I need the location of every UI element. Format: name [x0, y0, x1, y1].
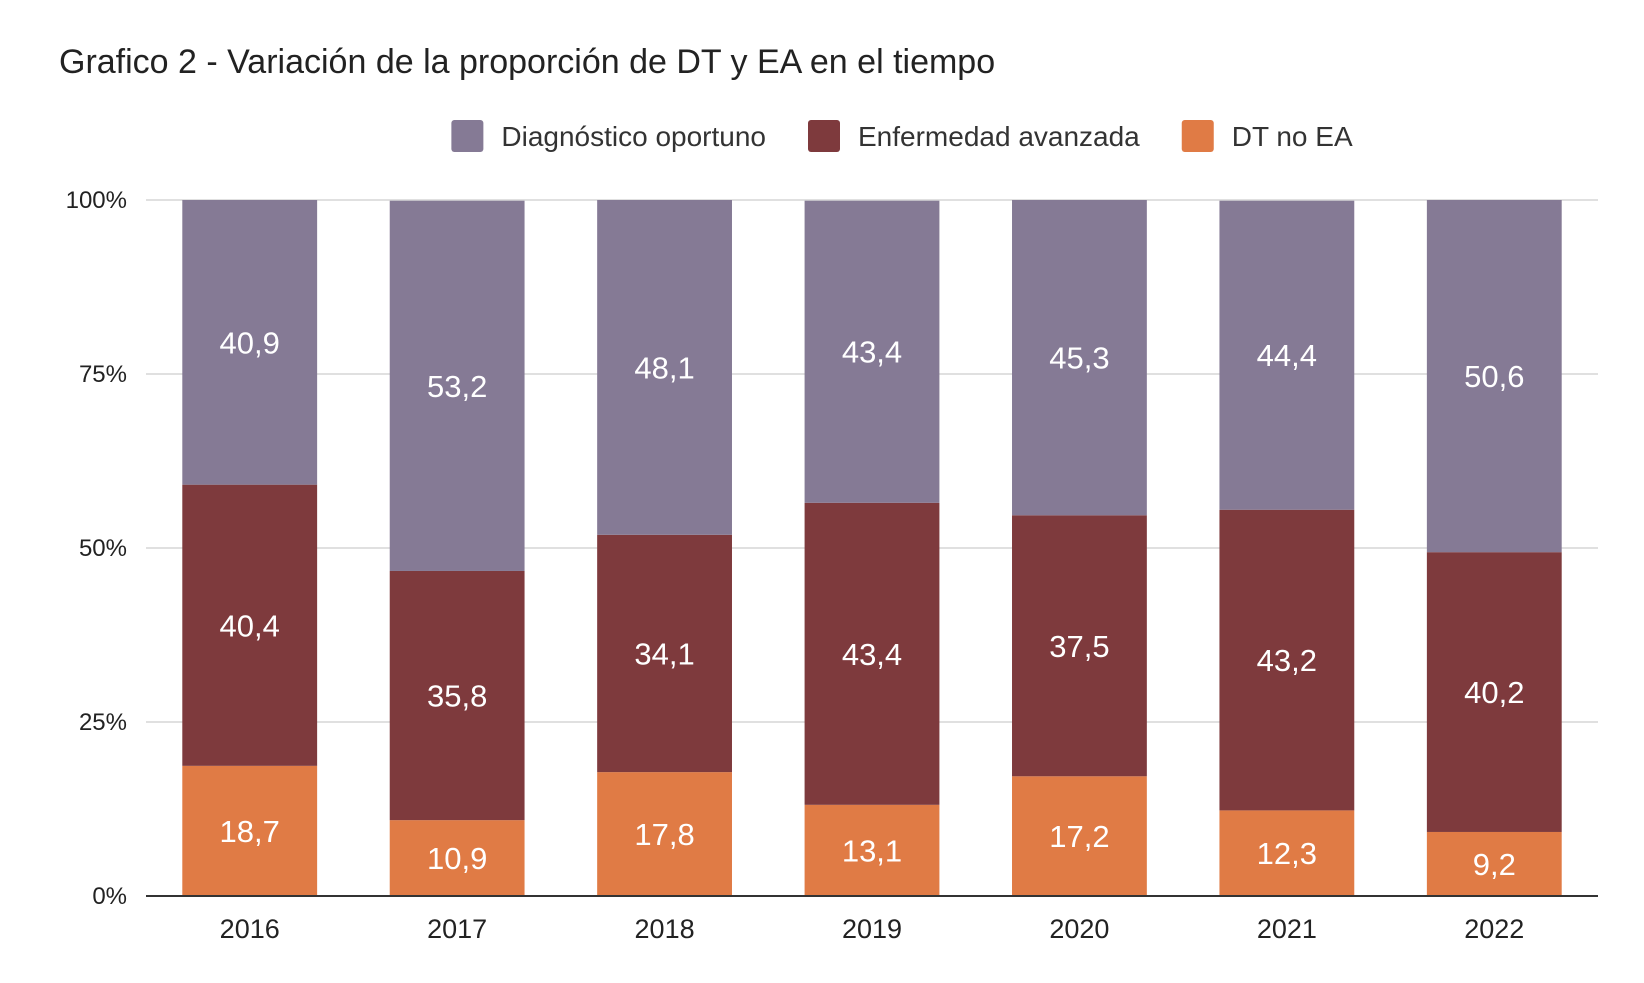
bar-segment-diagnostico-oportuno-2020: [1012, 200, 1147, 516]
legend-label-diagnostico-oportuno: Diagnóstico oportuno: [501, 121, 766, 152]
bar-segment-dt-no-ea-2022: [1426, 831, 1562, 896]
x-axis-ticks: 2016 2017 2018 2019 2020 2021 2022: [220, 914, 1525, 944]
bar-segment-enfermedad-avanzada-2021: [1219, 509, 1355, 811]
y-tick-label: 100%: [66, 187, 127, 214]
x-tick-label: 2018: [635, 914, 695, 944]
legend-label-dt-no-ea: DT no EA: [1232, 121, 1353, 152]
x-tick-label: 2017: [427, 914, 487, 944]
bar-segment-dt-no-ea-2018: [597, 772, 732, 896]
legend-label-enfermedad-avanzada: Enfermedad avanzada: [858, 121, 1140, 152]
y-tick-label: 0%: [92, 883, 127, 910]
bar-segment-diagnostico-oportuno-2017: [389, 200, 525, 571]
data-label: 40,4: [220, 608, 280, 643]
bar-segment-dt-no-ea-2017: [389, 820, 525, 896]
data-label: 45,3: [1049, 341, 1109, 376]
data-label: 37,5: [1049, 629, 1109, 664]
bar-segment-diagnostico-oportuno-2022: [1426, 200, 1562, 553]
x-tick-label: 2019: [842, 914, 902, 944]
y-tick-label: 25%: [79, 709, 127, 736]
x-tick-label: 2022: [1464, 914, 1524, 944]
data-label: 10,9: [427, 841, 487, 876]
data-label: 48,1: [634, 350, 694, 385]
data-label: 43,4: [842, 335, 902, 370]
y-tick-label: 50%: [79, 535, 127, 562]
data-label: 40,9: [220, 325, 280, 360]
legend: Diagnóstico oportuno Enfermedad avanzada D…: [451, 120, 1353, 152]
data-label: 40,2: [1464, 675, 1524, 710]
bar-segment-diagnostico-oportuno-2018: [597, 200, 732, 535]
data-label: 53,2: [427, 369, 487, 404]
bar-segment-enfermedad-avanzada-2016: [182, 484, 318, 766]
chart-title: Grafico 2 - Variación de la proporción d…: [59, 43, 995, 81]
bar-segment-dt-no-ea-2019: [804, 804, 940, 896]
data-label: 44,4: [1257, 338, 1317, 373]
bar-segment-enfermedad-avanzada-2019: [804, 502, 940, 805]
data-label: 43,2: [1257, 643, 1317, 678]
y-axis-ticks: 0% 25% 50% 75% 100%: [66, 187, 127, 910]
data-label: 34,1: [634, 636, 694, 671]
data-label: 50,6: [1464, 359, 1524, 394]
bar-segment-enfermedad-avanzada-2017: [389, 570, 525, 821]
data-labels: 18,7 40,4 40,9 10,9 35,8 53,2 17,8 34,1 48,1 13,1…: [220, 325, 1525, 882]
bar-segment-enfermedad-avanzada-2020: [1012, 515, 1147, 777]
legend-swatch-diagnostico-oportuno: [451, 120, 484, 152]
data-label: 43,4: [842, 637, 902, 672]
y-tick-label: 75%: [79, 361, 127, 388]
bar-segment-enfermedad-avanzada-2018: [597, 534, 732, 773]
bar-segment-diagnostico-oportuno-2021: [1219, 200, 1355, 510]
bar-segment-dt-no-ea-2016: [182, 765, 318, 896]
data-label: 17,2: [1049, 819, 1109, 854]
data-label: 17,8: [634, 817, 694, 852]
data-label: 13,1: [842, 833, 902, 868]
legend-swatch-dt-no-ea: [1181, 120, 1214, 152]
bar-segment-dt-no-ea-2021: [1219, 810, 1355, 896]
data-label: 18,7: [220, 814, 280, 849]
bars: [182, 200, 1562, 896]
bar-segment-enfermedad-avanzada-2022: [1426, 552, 1562, 832]
bar-segment-dt-no-ea-2020: [1012, 776, 1147, 896]
data-label: 35,8: [427, 679, 487, 714]
bar-segment-diagnostico-oportuno-2019: [804, 200, 940, 503]
data-label: 12,3: [1257, 836, 1317, 871]
legend-swatch-enfermedad-avanzada: [808, 120, 840, 152]
x-tick-label: 2016: [220, 914, 280, 944]
data-label: 9,2: [1473, 847, 1516, 882]
x-tick-label: 2021: [1257, 914, 1317, 944]
bar-segment-diagnostico-oportuno-2016: [182, 200, 318, 485]
x-tick-label: 2020: [1049, 914, 1109, 944]
